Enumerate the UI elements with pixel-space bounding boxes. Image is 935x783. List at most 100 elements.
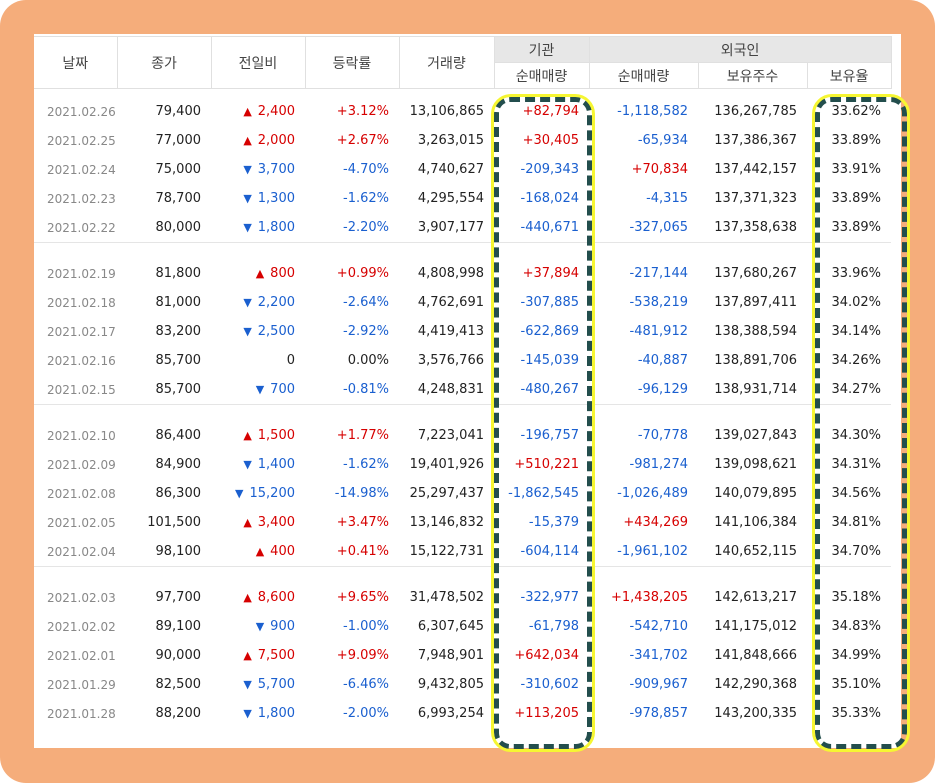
- change-value: 15,200: [249, 486, 296, 501]
- rate-cell: +2.67%: [336, 133, 389, 148]
- change-value: 3,700: [257, 162, 295, 177]
- table-row: 2021.01.29 82,500 ▼ 5,700 -6.46% 9,432,805 -31…: [34, 670, 891, 699]
- holdings-cell: 137,680,267: [714, 266, 797, 281]
- rate-cell: -14.98%: [334, 486, 389, 501]
- hold-ratio-cell: 34.27%: [831, 382, 882, 397]
- arrow-up-icon: ▲: [243, 105, 252, 118]
- hold-ratio-cell: 34.31%: [831, 457, 882, 472]
- hold-ratio-cell: 34.14%: [831, 324, 882, 339]
- volume-cell: 4,419,413: [417, 324, 484, 339]
- institution-net-cell: -480,267: [520, 382, 579, 397]
- rate-cell: 0.00%: [347, 353, 389, 368]
- holdings-cell: 140,079,895: [714, 486, 797, 501]
- change-value: 1,800: [257, 706, 295, 721]
- institution-net-cell: -209,343: [520, 162, 579, 177]
- date-cell: 2021.02.25: [47, 133, 116, 148]
- foreign-net-cell: -70,778: [637, 428, 688, 443]
- change-value: 8,600: [257, 590, 295, 605]
- rate-cell: +0.41%: [336, 544, 389, 559]
- arrow-down-icon: ▼: [243, 678, 252, 691]
- table-row: 2021.02.03 97,700 ▲ 8,600 +9.65% 31,478,502 -3…: [34, 583, 891, 612]
- rate-cell: +3.47%: [336, 515, 389, 530]
- institution-net-cell: -322,977: [520, 590, 579, 605]
- volume-cell: 13,106,865: [409, 104, 484, 119]
- change-value: 2,200: [257, 295, 295, 310]
- institution-net-cell: +37,894: [522, 266, 579, 281]
- volume-cell: 3,907,177: [417, 220, 484, 235]
- change-value: 800: [270, 266, 295, 281]
- institution-net-cell: -61,798: [528, 619, 579, 634]
- volume-cell: 4,740,627: [417, 162, 484, 177]
- change-value: 2,500: [257, 324, 295, 339]
- close-cell: 79,400: [155, 104, 202, 119]
- separator-cell: [34, 89, 891, 98]
- change-cell: ▼ 900: [211, 612, 305, 641]
- institution-net-cell: -196,757: [520, 428, 579, 443]
- volume-cell: 6,993,254: [417, 706, 484, 721]
- arrow-up-icon: ▲: [243, 134, 252, 147]
- header-close: 종가: [116, 36, 212, 89]
- table-row: 2021.02.17 83,200 ▼ 2,500 -2.92% 4,419,413 -62…: [34, 317, 891, 346]
- volume-cell: 15,122,731: [409, 544, 484, 559]
- holdings-cell: 139,027,843: [714, 428, 797, 443]
- hold-ratio-cell: 33.91%: [831, 162, 882, 177]
- volume-cell: 25,297,437: [409, 486, 484, 501]
- header-change: 전일비: [210, 36, 306, 89]
- change-value: 3,400: [257, 515, 295, 530]
- rate-cell: +9.65%: [336, 590, 389, 605]
- change-value: 0: [286, 353, 295, 368]
- rate-cell: -2.20%: [343, 220, 389, 235]
- rate-cell: +1.77%: [336, 428, 389, 443]
- rate-cell: -4.70%: [343, 162, 389, 177]
- holdings-cell: 137,358,638: [714, 220, 797, 235]
- foreign-net-cell: -341,702: [629, 648, 688, 663]
- foreign-net-cell: +70,834: [631, 162, 688, 177]
- change-value: 1,500: [257, 428, 295, 443]
- rate-cell: -2.00%: [343, 706, 389, 721]
- close-cell: 86,400: [155, 428, 202, 443]
- separator-cell: [34, 242, 892, 259]
- holdings-cell: 137,442,157: [714, 162, 797, 177]
- hold-ratio-cell: 33.89%: [831, 191, 882, 206]
- change-value: 2,400: [257, 104, 295, 119]
- holdings-cell: 137,386,367: [714, 133, 797, 148]
- investor-trading-table: 날짜 종가 전일비 등락률 거래량 기관 외국인 순매매량 순매매량 보유주수 …: [34, 36, 892, 728]
- table-row: 2021.02.01 90,000 ▲ 7,500 +9.09% 7,948,901 +64…: [34, 641, 891, 670]
- change-value: 400: [270, 544, 295, 559]
- separator-cell: [34, 404, 892, 421]
- institution-net-cell: -145,039: [520, 353, 579, 368]
- table-row: 2021.02.18 81,000 ▼ 2,200 -2.64% 4,762,691 -30…: [34, 288, 891, 317]
- arrow-up-icon: ▲: [243, 429, 252, 442]
- rate-cell: +9.09%: [336, 648, 389, 663]
- foreign-net-cell: -327,065: [629, 220, 688, 235]
- hold-ratio-cell: 34.81%: [831, 515, 882, 530]
- holdings-cell: 138,931,714: [714, 382, 797, 397]
- hold-ratio-cell: 34.30%: [831, 428, 882, 443]
- hold-ratio-cell: 34.26%: [831, 353, 882, 368]
- volume-cell: 4,295,554: [417, 191, 484, 206]
- change-cell: ▲ 800: [211, 259, 305, 288]
- change-cell: ▲ 2,400: [211, 97, 305, 126]
- change-cell: ▼ 1,300: [211, 184, 305, 213]
- rate-cell: -2.92%: [343, 324, 389, 339]
- change-cell: ▼ 2,200: [211, 288, 305, 317]
- header-holdings: 보유주수: [697, 62, 808, 89]
- holdings-cell: 141,848,666: [714, 648, 797, 663]
- foreign-net-cell: -981,274: [629, 457, 688, 472]
- date-cell: 2021.02.02: [47, 619, 116, 634]
- group-separator: [34, 89, 891, 98]
- date-cell: 2021.02.23: [47, 191, 116, 206]
- change-cell: ▼ 700: [211, 375, 305, 405]
- group-separator: [34, 242, 892, 259]
- header-institution: 기관: [493, 36, 590, 63]
- date-cell: 2021.02.05: [47, 515, 116, 530]
- rate-cell: +3.12%: [336, 104, 389, 119]
- arrow-up-icon: ▲: [243, 516, 252, 529]
- arrow-down-icon: ▼: [243, 163, 252, 176]
- close-cell: 97,700: [155, 590, 202, 605]
- arrow-down-icon: ▼: [243, 707, 252, 720]
- holdings-cell: 139,098,621: [714, 457, 797, 472]
- close-cell: 80,000: [155, 220, 202, 235]
- change-value: 7,500: [257, 648, 295, 663]
- date-cell: 2021.02.19: [47, 266, 116, 281]
